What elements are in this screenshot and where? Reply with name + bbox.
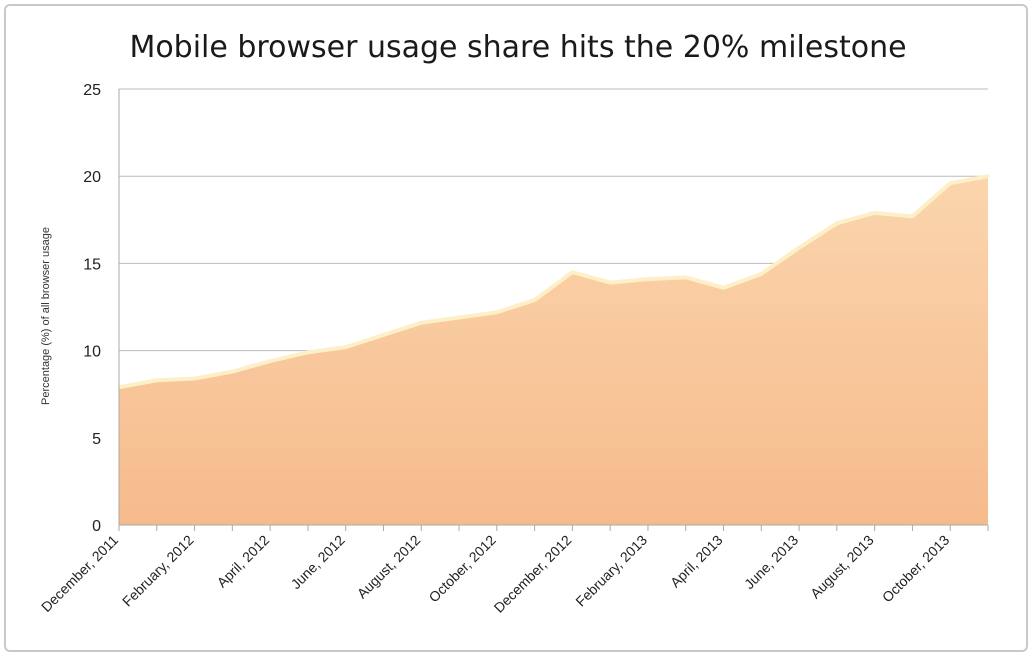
area-series [117, 174, 990, 525]
chart-title: Mobile browser usage share hits the 20% … [129, 30, 906, 65]
area-edge-line [118, 174, 989, 390]
data-point [608, 281, 612, 285]
x-tick-label: August, 2013 [807, 532, 877, 602]
y-tick-label: 15 [83, 256, 101, 273]
y-tick-label: 0 [92, 518, 101, 535]
data-point [986, 174, 990, 178]
data-point [495, 310, 499, 314]
x-tick-label: June, 2013 [741, 532, 801, 592]
data-point [306, 350, 310, 354]
x-tick-label: June, 2012 [288, 532, 348, 592]
y-tick-labels: 0 5 10 15 20 25 [83, 82, 101, 535]
y-tick-label: 5 [92, 431, 101, 448]
data-point [684, 275, 688, 279]
data-point [873, 211, 877, 215]
data-point [381, 333, 385, 337]
x-tick-label: December, 2012 [491, 532, 575, 616]
y-tick-label: 25 [83, 82, 101, 99]
data-point [155, 378, 159, 382]
data-point [759, 272, 763, 276]
data-point [533, 298, 537, 302]
data-point [230, 370, 234, 374]
axes [118, 89, 989, 531]
x-tick-label: February, 2012 [119, 532, 197, 610]
x-tick-label: April, 2012 [214, 532, 273, 591]
data-point [948, 181, 952, 185]
data-point [722, 286, 726, 290]
data-point [646, 277, 650, 281]
x-tick-label: October, 2012 [425, 532, 499, 606]
y-tick-label: 10 [83, 344, 101, 361]
data-point [193, 377, 197, 381]
data-point [457, 315, 461, 319]
x-tick-label: February, 2013 [572, 532, 650, 610]
data-point [797, 246, 801, 250]
x-tick-label: December, 2011 [38, 532, 121, 615]
data-point [910, 214, 914, 218]
data-point [835, 221, 839, 225]
data-point [268, 359, 272, 363]
data-point [570, 270, 574, 274]
data-point [419, 321, 423, 325]
data-point [344, 345, 348, 349]
x-tick-label: April, 2013 [667, 532, 726, 591]
x-tick-label: August, 2012 [354, 532, 424, 602]
y-axis-label: Percentage (%) of all browser usage [40, 227, 52, 405]
area-fill [119, 176, 988, 525]
x-tick-label: October, 2013 [879, 532, 953, 606]
y-tick-label: 20 [83, 169, 101, 186]
